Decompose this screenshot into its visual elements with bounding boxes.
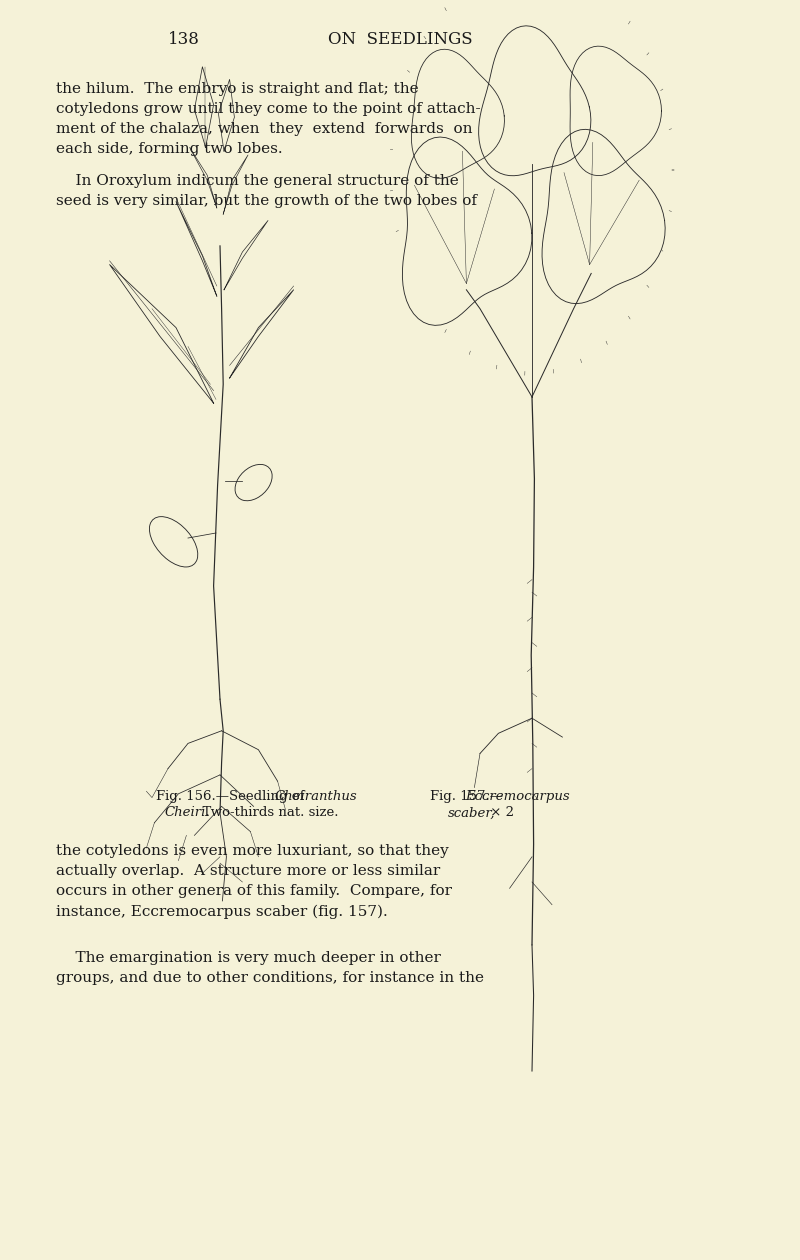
Text: Cheiri.: Cheiri. [164, 806, 210, 819]
Text: the hilum.  The embryo is straight and flat; the
cotyledons grow until they come: the hilum. The embryo is straight and fl… [56, 82, 481, 156]
Text: Cheiranthus: Cheiranthus [274, 790, 357, 803]
Polygon shape [110, 265, 214, 403]
Ellipse shape [150, 517, 198, 567]
Text: 138: 138 [168, 32, 200, 48]
Text: Fig. 157.—: Fig. 157.— [430, 790, 503, 803]
Text: Fig. 156.—Seedling of: Fig. 156.—Seedling of [156, 790, 309, 803]
Text: Eccremocarpus: Eccremocarpus [465, 790, 570, 803]
Text: × 2: × 2 [486, 806, 514, 819]
Polygon shape [223, 155, 248, 214]
Polygon shape [402, 137, 532, 325]
Text: the cotyledons is even more luxuriant, so that they
actually overlap.  A structu: the cotyledons is even more luxuriant, s… [56, 844, 452, 919]
Text: The emargination is very much deeper in other
groups, and due to other condition: The emargination is very much deeper in … [56, 951, 484, 985]
Text: ON  SEEDLINGS: ON SEEDLINGS [328, 32, 472, 48]
Text: In Oroxylum indicum the general structure of the
seed is very similar, but the g: In Oroxylum indicum the general structur… [56, 174, 477, 208]
Polygon shape [230, 290, 294, 378]
Polygon shape [542, 130, 665, 304]
Polygon shape [224, 220, 268, 290]
Polygon shape [411, 49, 505, 178]
Polygon shape [478, 25, 591, 175]
Ellipse shape [235, 465, 272, 500]
Polygon shape [570, 47, 662, 175]
Text: scaber,: scaber, [448, 806, 495, 819]
Text: Two-thirds nat. size.: Two-thirds nat. size. [194, 806, 339, 819]
Polygon shape [176, 202, 217, 296]
Polygon shape [218, 79, 234, 151]
Polygon shape [194, 67, 214, 147]
Polygon shape [190, 147, 217, 208]
